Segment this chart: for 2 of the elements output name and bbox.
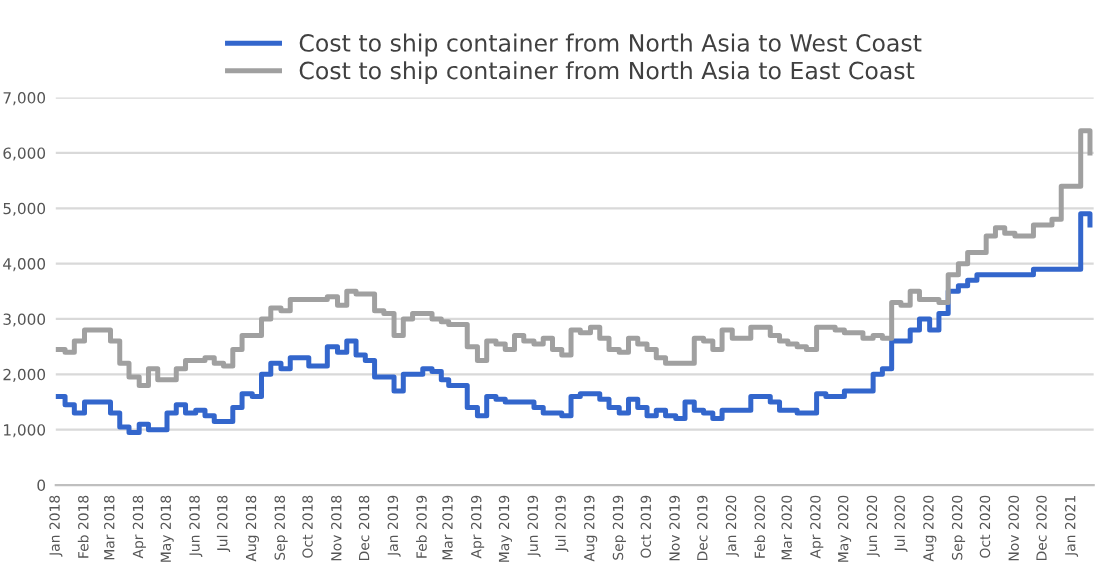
legend-label: Cost to ship container from North Asia to East Coast: [299, 61, 915, 85]
legend-label: Cost to ship container from North Asia to West Coast: [299, 33, 922, 57]
